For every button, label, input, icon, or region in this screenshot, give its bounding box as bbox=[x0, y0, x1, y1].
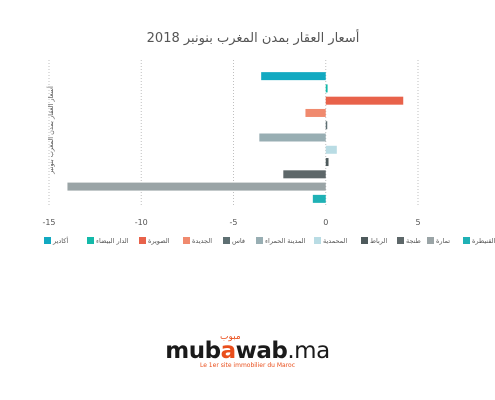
legend-item: المدينة الحمراء bbox=[256, 237, 306, 245]
brand-name-part2: a bbox=[220, 338, 237, 364]
legend-swatch bbox=[256, 237, 263, 244]
legend-label: تمارة bbox=[436, 237, 450, 245]
chart-svg: أسعار العقار بمدن المغرب بنونبر 2018 أسع… bbox=[42, 29, 495, 245]
y-axis-label: أسعار العقار بمدن المغرب بنونبر bbox=[46, 86, 55, 175]
legend-item: تمارة bbox=[427, 237, 450, 245]
bar bbox=[312, 194, 326, 203]
legend-swatch bbox=[427, 237, 434, 244]
legend-swatch bbox=[183, 237, 190, 244]
x-tick-label: 0 bbox=[323, 218, 328, 227]
legend-item: الصويرة bbox=[139, 237, 170, 245]
brand-name-part1: mub bbox=[165, 338, 221, 364]
legend-item: فاس bbox=[223, 237, 245, 245]
legend-label: طنجة bbox=[406, 237, 421, 245]
legend-item: أكادير bbox=[44, 236, 68, 245]
brand-name-part3: wab bbox=[235, 338, 288, 364]
legend-item: الرباط bbox=[361, 237, 387, 245]
legend-item: المحمدية bbox=[314, 237, 347, 245]
bar bbox=[305, 108, 326, 117]
legend-item: الدار البيضاء bbox=[87, 237, 129, 245]
legend-label: الصويرة bbox=[148, 237, 170, 245]
legend-label: أكادير bbox=[52, 236, 68, 245]
legend-swatch bbox=[361, 237, 368, 244]
brand-tagline: Le 1er site immobilier du Maroc bbox=[199, 362, 296, 369]
bar bbox=[283, 170, 326, 179]
brand-logo: مبوب mubawab.ma Le 1er site immobilier d… bbox=[0, 332, 495, 369]
bar bbox=[325, 84, 328, 93]
legend-swatch bbox=[397, 237, 404, 244]
legend-label: المدينة الحمراء bbox=[265, 237, 306, 245]
bar bbox=[325, 96, 404, 105]
legend-swatch bbox=[139, 237, 146, 244]
legend-swatch bbox=[463, 237, 470, 244]
legend-label: الدار البيضاء bbox=[96, 237, 129, 245]
legend-swatch bbox=[223, 237, 230, 244]
legend-swatch bbox=[87, 237, 94, 244]
legend-item: طنجة bbox=[397, 237, 421, 245]
legend-item: الجديدة bbox=[183, 237, 212, 245]
legend-item: القنيطرة bbox=[463, 237, 495, 245]
bar bbox=[261, 72, 326, 81]
legend: أكادير الدار البيضاء الصويرة الجديدة فاس المد… bbox=[44, 236, 495, 245]
x-tick-label: -10 bbox=[135, 218, 148, 227]
x-tick-label: 5 bbox=[415, 218, 420, 227]
chart-title: أسعار العقار بمدن المغرب بنونبر 2018 bbox=[147, 29, 360, 46]
bar bbox=[259, 133, 326, 142]
bars bbox=[67, 72, 404, 203]
x-tick-label: -15 bbox=[42, 218, 55, 227]
bar bbox=[325, 121, 328, 130]
legend-label: المحمدية bbox=[323, 237, 347, 245]
x-axis-ticks: -15 -10 -5 0 5 bbox=[42, 218, 420, 227]
brand-name-suffix: .ma bbox=[287, 338, 330, 364]
bar bbox=[325, 145, 337, 154]
brand-arabic-text: مبوب bbox=[220, 332, 241, 342]
legend-label: الجديدة bbox=[192, 237, 212, 245]
brand-name: mubawab.ma bbox=[0, 338, 495, 364]
bar bbox=[67, 182, 326, 191]
legend-label: الرباط bbox=[370, 237, 387, 245]
legend-swatch bbox=[314, 237, 321, 244]
legend-swatch bbox=[44, 237, 51, 244]
legend-label: فاس bbox=[232, 237, 245, 245]
legend-label: القنيطرة bbox=[472, 237, 495, 245]
bar bbox=[325, 158, 329, 167]
x-tick-label: -5 bbox=[230, 218, 238, 227]
grid-lines bbox=[48, 60, 419, 205]
